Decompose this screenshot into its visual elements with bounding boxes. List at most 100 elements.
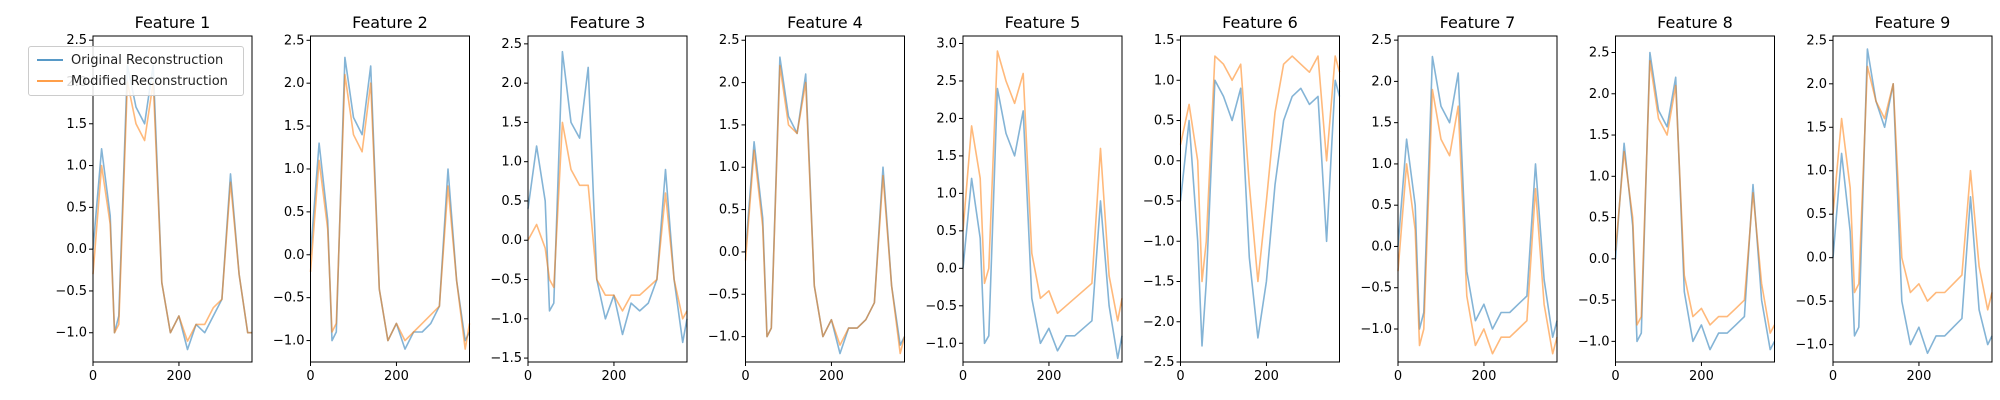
legend-swatch-modified [37,80,63,82]
y-tick-label: 0.5 [284,205,305,220]
y-tick-label: 2.5 [719,33,740,48]
plot-frame [745,35,905,363]
series-line-modified [1397,88,1558,355]
y-tick-label: −1.0 [273,334,305,349]
y-tick-label: −1.0 [490,312,522,327]
x-tick-label: 200 [384,369,409,384]
series-line-modified [962,50,1123,322]
y-tick-label: 1.0 [501,155,522,170]
subplot-title: Feature 8 [1657,13,1733,32]
y-tick-label: 2.5 [66,33,87,48]
series-line-modified [527,121,688,320]
x-tick-label: 0 [1611,369,1619,384]
y-tick-label: 2.0 [284,76,305,91]
y-tick-label: 0.0 [1154,154,1175,169]
y-tick-label: 1.0 [719,160,740,175]
x-tick-label: 0 [959,369,967,384]
y-tick-label: 0.0 [284,248,305,263]
x-tick-label: 200 [819,369,844,384]
y-tick-label: 0.0 [66,242,87,257]
y-tick-label: −2.5 [1143,355,1175,370]
subplot-4: Feature 4 −1.0 −0.5 0.0 0.5 1.0 1.5 2.0 2.5 0 200 [708,13,906,384]
y-tick-label: 2.0 [501,76,522,91]
y-tick-label: −2.0 [1143,315,1175,330]
y-tick-label: 0.0 [1371,239,1392,254]
y-tick-label: 2.0 [936,111,957,126]
series-line-original [1397,55,1558,339]
x-tick-label: 200 [167,369,192,384]
subplot-title: Feature 9 [1875,13,1951,32]
y-tick-label: 0.5 [936,224,957,239]
y-tick-label: 1.0 [1154,73,1175,88]
x-tick-label: 0 [1176,369,1184,384]
plot-frame [92,35,253,363]
series-line-original [962,87,1123,360]
x-tick-label: 0 [524,369,532,384]
x-tick-label: 200 [602,369,627,384]
y-tick-label: 0.5 [1371,198,1392,213]
subplot-title: Feature 1 [135,13,211,32]
series-line-modified [1179,55,1341,283]
subplot-title: Feature 6 [1222,13,1298,32]
y-tick-label: −0.5 [1143,194,1175,209]
y-tick-label: 1.5 [1154,33,1175,48]
y-tick-label: 1.0 [1589,169,1610,184]
subplot-5: Feature 5 −1.0 −0.5 0.0 0.5 1.0 1.5 2.0 2.5 3.0 0 2… [925,13,1123,384]
y-tick-label: 0.5 [501,194,522,209]
y-tick-label: −1.5 [1143,275,1175,290]
series-line-original [527,50,688,344]
y-tick-label: −1.0 [925,336,957,351]
y-tick-label: 0.5 [66,200,87,215]
y-tick-label: 2.0 [1589,87,1610,102]
plot-frame [1397,35,1558,363]
y-tick-label: −1.0 [1360,322,1392,337]
series-line-original [1832,48,1993,355]
y-tick-label: 2.5 [1806,33,1827,48]
x-tick-label: 0 [89,369,97,384]
y-tick-label: 1.0 [1371,157,1392,172]
legend: Original Reconstruction Modified Reconst… [28,46,244,96]
legend-swatch-original [37,59,63,61]
y-tick-label: 2.5 [936,74,957,89]
series-line-modified [92,81,252,342]
y-tick-label: −1.0 [1578,334,1610,349]
y-tick-label: 1.5 [501,115,522,130]
x-tick-label: 200 [1689,369,1714,384]
x-tick-label: 200 [1037,369,1062,384]
legend-label-original: Original Reconstruction [71,52,224,68]
y-tick-label: 1.5 [66,117,87,132]
y-tick-label: 0.0 [936,261,957,276]
series-line-original [1614,51,1776,351]
plot-frame [1832,35,1993,363]
y-tick-label: 1.0 [1806,164,1827,179]
legend-label-modified: Modified Reconstruction [71,73,228,89]
legend-entry-original: Original Reconstruction [37,51,223,69]
series-line-original [309,56,471,350]
y-tick-label: 1.0 [66,159,87,174]
y-tick-label: −1.0 [55,326,87,341]
y-tick-label: −0.5 [1795,294,1827,309]
y-tick-label: 3.0 [936,36,957,51]
y-tick-label: 2.5 [1371,33,1392,48]
y-tick-label: 0.0 [719,245,740,260]
y-tick-label: −1.0 [708,330,740,345]
y-tick-label: −0.5 [708,287,740,302]
x-tick-label: 0 [306,369,314,384]
y-tick-label: 0.0 [1806,251,1827,266]
y-tick-label: 2.5 [284,33,305,48]
subplot-title: Feature 7 [1440,13,1516,32]
subplot-9: Feature 9 −1.0 −0.5 0.0 0.5 1.0 1.5 2.0 2.5 0 200 [1795,13,1993,384]
y-tick-label: 1.5 [1371,116,1392,131]
plot-frame [1615,35,1775,363]
y-tick-label: 1.0 [284,162,305,177]
x-tick-label: 200 [1254,369,1279,384]
y-tick-label: 1.5 [719,118,740,133]
subplot-title: Feature 4 [787,13,863,32]
y-tick-label: 0.5 [1806,207,1827,222]
y-tick-label: −0.5 [490,273,522,288]
y-tick-label: 0.5 [1589,211,1610,226]
plot-frame [310,35,470,363]
y-tick-label: 0.0 [1589,252,1610,267]
y-tick-label: −0.5 [1360,281,1392,296]
y-tick-label: 1.5 [284,119,305,134]
